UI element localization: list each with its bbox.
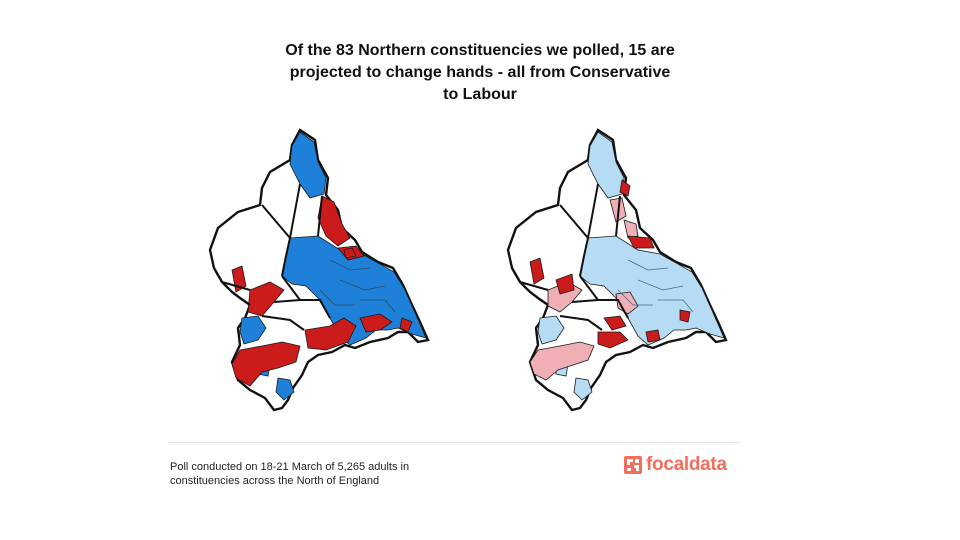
internal-boundary <box>221 183 331 331</box>
region-labour-light <box>623 219 639 239</box>
region-labour <box>304 317 357 351</box>
title-line-2: projected to change hands - all from Con… <box>289 64 671 81</box>
region-conservative <box>275 377 295 401</box>
footnote-line-1: Poll conducted on 18-21 March of 5,265 a… <box>170 461 410 473</box>
internal-boundary-thin <box>617 259 694 313</box>
internal-boundary-thin <box>319 259 396 313</box>
region-labour-gain <box>627 235 655 249</box>
map-projected <box>506 128 728 412</box>
region-conservative <box>239 315 267 345</box>
region-conservative <box>281 235 427 346</box>
region-labour-gain <box>555 273 575 295</box>
focaldata-logo-text: focaldata <box>646 454 727 475</box>
chart-title: Of the 83 Northern constituencies we pol… <box>230 40 730 106</box>
region-labour <box>343 247 357 259</box>
region-labour-gain <box>529 257 545 285</box>
region-labour <box>231 341 301 387</box>
divider <box>168 442 740 443</box>
region-labour-gain <box>619 179 631 197</box>
region-labour-light <box>529 341 595 381</box>
region-labour <box>359 313 393 333</box>
region-labour-gain <box>679 309 691 323</box>
region-labour-gain <box>603 315 627 331</box>
title-line-1: Of the 83 Northern constituencies we pol… <box>285 42 675 59</box>
title-line-3: to Labour <box>443 86 517 103</box>
map-current <box>208 128 430 412</box>
region-labour-light <box>615 291 639 315</box>
footnote-line-2: constituencies across the North of Engla… <box>170 475 380 487</box>
region-conservative-light <box>573 377 593 401</box>
region-conservative-light <box>537 315 565 345</box>
region-labour-gain <box>645 329 661 343</box>
region-conservative-light <box>587 131 625 199</box>
focaldata-logo: focaldata <box>624 453 727 477</box>
region-labour <box>399 317 413 333</box>
internal-boundary <box>519 183 629 331</box>
focaldata-logo-icon <box>624 456 642 474</box>
region-conservative <box>289 131 327 199</box>
region-labour-gain <box>597 331 629 349</box>
footnote: Poll conducted on 18-21 March of 5,265 a… <box>170 460 490 488</box>
